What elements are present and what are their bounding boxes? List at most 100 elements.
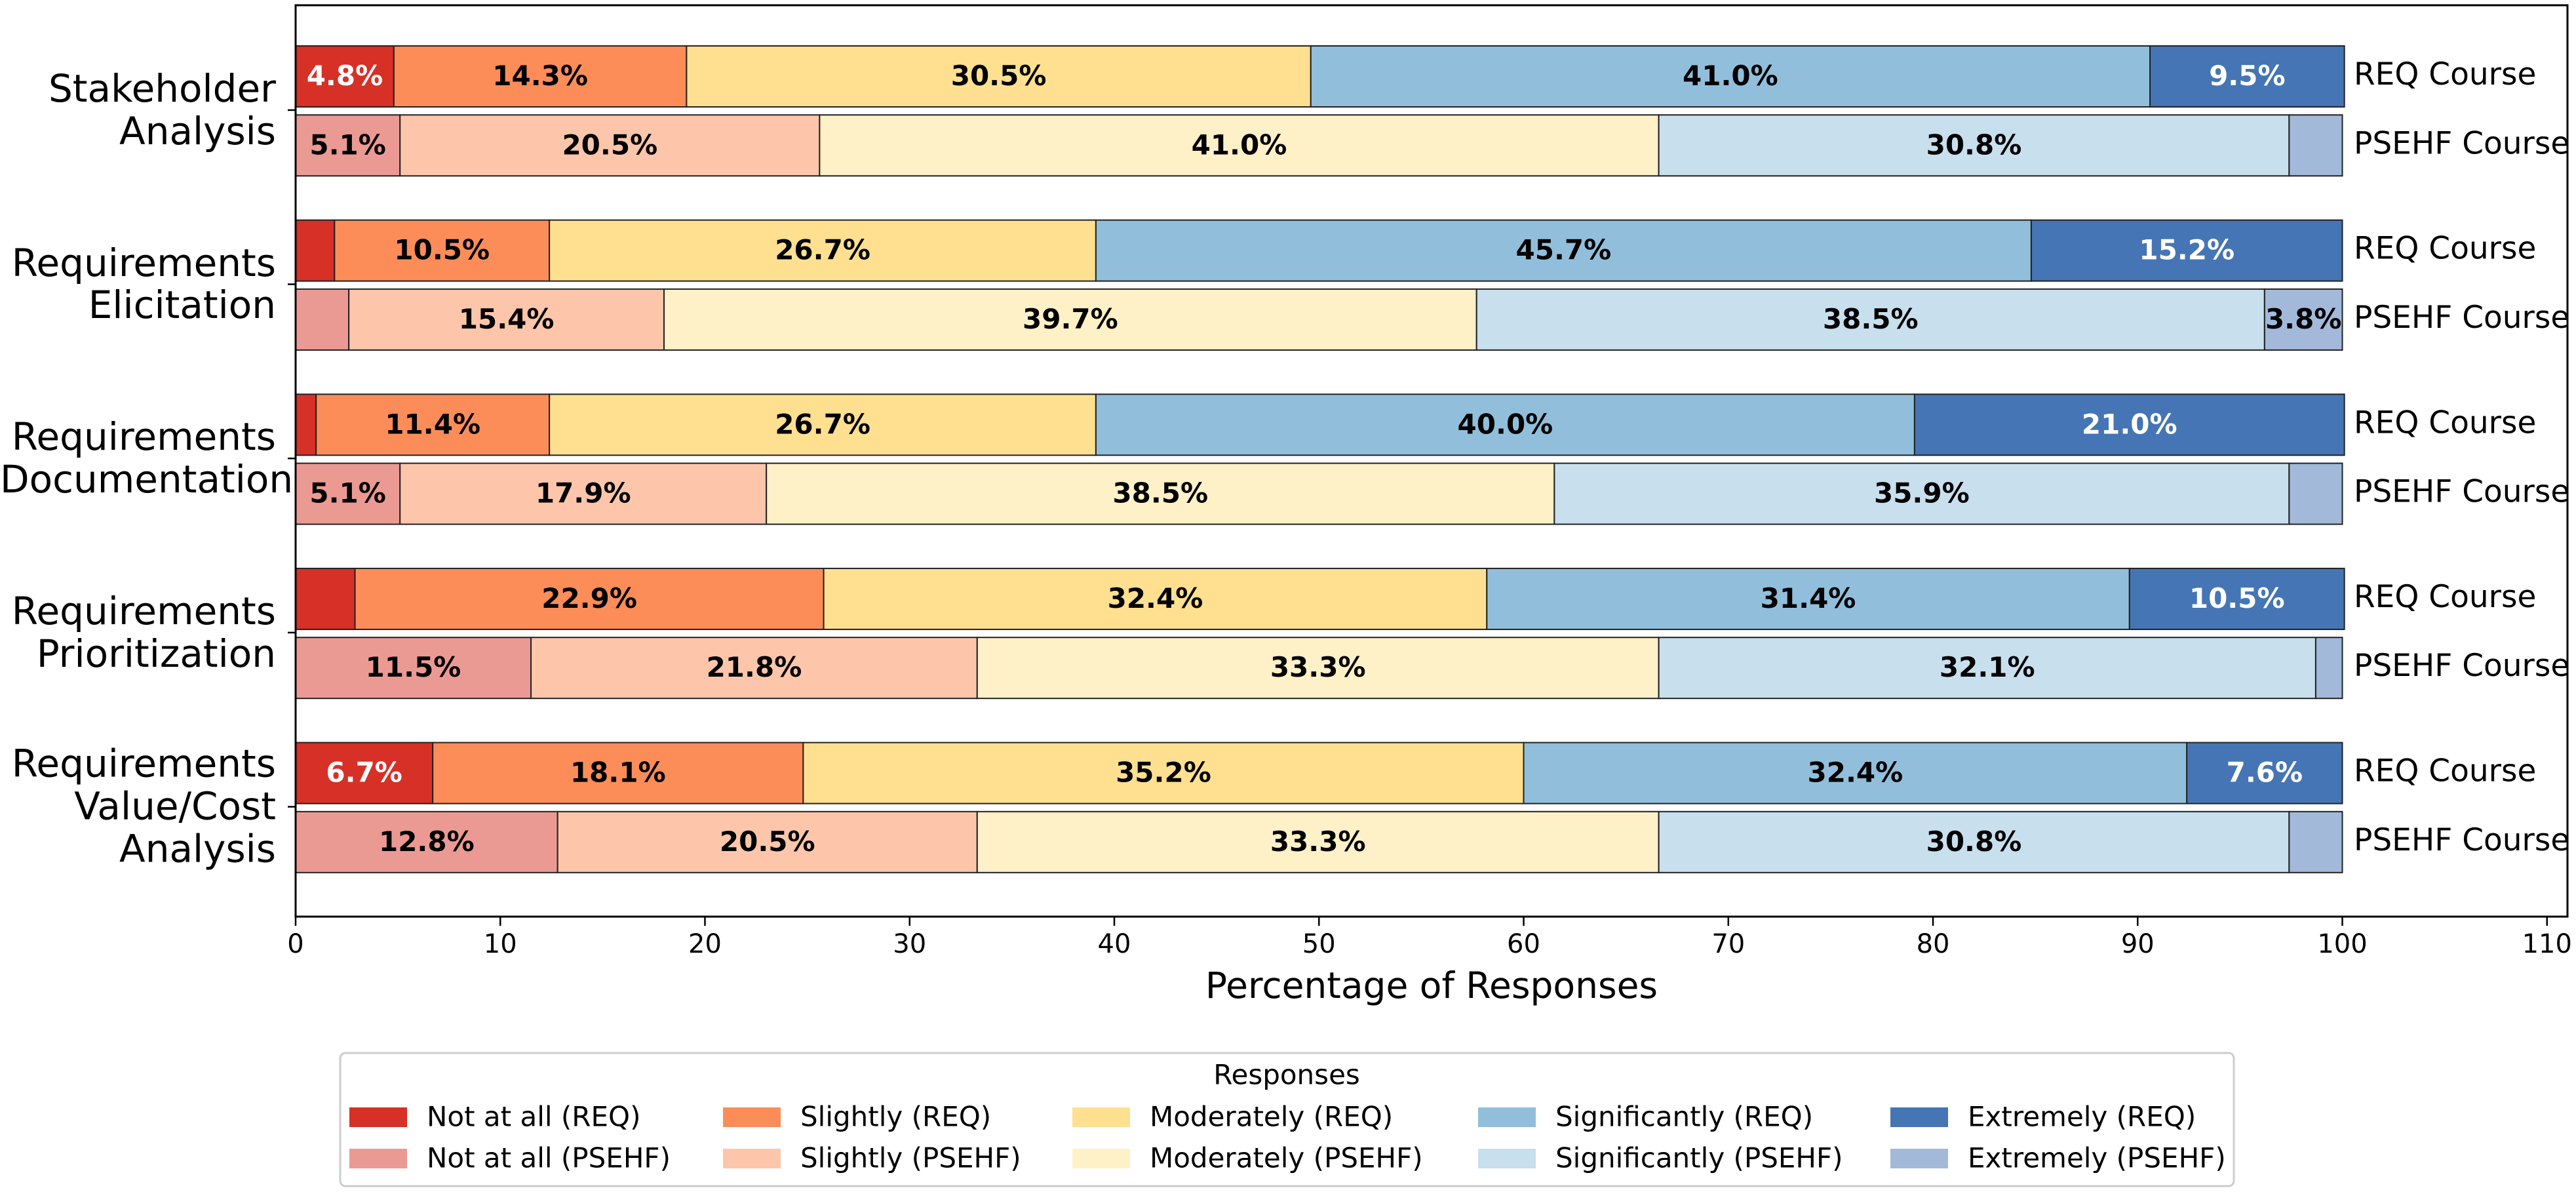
legend-swatch: [1072, 1107, 1130, 1127]
bar-label: 5.1%: [309, 129, 385, 161]
bar-label: 21.8%: [707, 651, 802, 683]
bar-segment: [295, 288, 350, 351]
bar-label: 38.5%: [1112, 477, 1208, 509]
row-label: PSEHF Course: [2354, 125, 2569, 161]
row-label: REQ Course: [2354, 579, 2536, 615]
bar-label: 6.7%: [326, 757, 402, 789]
bar-label: 5.1%: [309, 477, 385, 509]
bar-segment: [295, 219, 336, 282]
bar-label: 45.7%: [1516, 234, 1612, 266]
bar-segment: [686, 45, 1312, 108]
bar-label: 35.9%: [1874, 477, 1970, 509]
bar-label: 10.5%: [2189, 582, 2285, 614]
bar-label: 33.3%: [1270, 825, 1366, 858]
row-label: REQ Course: [2354, 753, 2536, 789]
bar-segment: [2149, 45, 2345, 108]
bar-segment: [802, 742, 1525, 805]
bar-label: 11.5%: [366, 651, 461, 683]
bar-segment: [334, 219, 551, 282]
bar-label: 21.0%: [2082, 408, 2177, 440]
bar-label: 10.5%: [394, 234, 490, 266]
bar-label: 9.5%: [2209, 60, 2285, 92]
bar-segment: [1095, 219, 2032, 282]
bar-segment: [295, 742, 434, 805]
bar-label: 17.9%: [536, 477, 631, 509]
bar-label: 40.0%: [1458, 408, 1553, 440]
bar-segment: [295, 45, 395, 108]
row-label: REQ Course: [2354, 231, 2536, 267]
bar-segment: [295, 810, 558, 873]
bar-label: 26.7%: [775, 408, 870, 440]
x-tick-label: 10: [484, 929, 517, 959]
bar-segment: [1658, 637, 2316, 700]
category-label: Requirements Documentation: [0, 414, 294, 502]
bar-label: 15.4%: [459, 303, 555, 335]
legend-label: Extremely (PSEHF): [1968, 1142, 2226, 1174]
bar-segment: [1913, 393, 2345, 456]
bar-segment: [315, 393, 551, 456]
legend-label: Slightly (PSEHF): [800, 1142, 1021, 1174]
legend-label: Moderately (PSEHF): [1150, 1142, 1423, 1174]
row-label: PSEHF Course: [2354, 474, 2569, 510]
bar-label: 4.8%: [307, 60, 383, 92]
legend-swatch: [1478, 1107, 1536, 1127]
legend-swatch: [1072, 1149, 1130, 1168]
bar-segment: [354, 567, 825, 630]
legend-box: [339, 1052, 2235, 1187]
bar-label: 3.8%: [2265, 303, 2341, 335]
bar-label: 20.5%: [720, 825, 815, 858]
bar-segment: [2186, 742, 2343, 805]
category-label: Requirements Value/Cost Analysis: [11, 742, 276, 871]
legend-label: Extremely (REQ): [1968, 1101, 2196, 1133]
bar-segment: [1475, 288, 2265, 351]
bar-segment: [432, 742, 804, 805]
bar-segment: [976, 810, 1660, 873]
bar-segment: [295, 462, 401, 525]
bar-segment: [1658, 114, 2290, 177]
bar-segment: [399, 462, 768, 525]
legend-swatch: [1890, 1149, 1948, 1168]
bar-label: 35.2%: [1116, 757, 1211, 789]
bar-segment: [1658, 810, 2290, 873]
bar-segment: [819, 114, 1660, 177]
bar-segment: [556, 810, 978, 873]
bar-label: 30.8%: [1926, 825, 2022, 858]
bar-segment: [2128, 567, 2345, 630]
bar-segment: [2263, 288, 2343, 351]
bar-segment: [1523, 742, 2188, 805]
bar-label: 7.6%: [2227, 757, 2303, 789]
legend-title: Responses: [1213, 1059, 1360, 1091]
legend-label: Not at all (PSEHF): [427, 1142, 671, 1174]
plot-frame: [294, 4, 2569, 918]
x-tick-label: 40: [1098, 929, 1131, 959]
legend-swatch: [349, 1149, 407, 1168]
legend-swatch: [723, 1107, 781, 1127]
legend-label: Slightly (REQ): [800, 1101, 991, 1133]
bar-segment: [549, 219, 1097, 282]
bar-segment: [2288, 810, 2343, 873]
legend-label: Not at all (REQ): [427, 1101, 640, 1133]
bar-segment: [1310, 45, 2151, 108]
x-tick-label: 60: [1507, 929, 1540, 959]
category-label: Stakeholder Analysis: [48, 66, 276, 153]
category-label: Requirements Prioritization: [11, 588, 276, 676]
bar-label: 32.4%: [1808, 757, 1903, 789]
bar-segment: [1095, 393, 1915, 456]
bar-label: 32.1%: [1940, 651, 2035, 683]
bar-label: 14.3%: [492, 60, 588, 92]
bar-label: 15.2%: [2139, 234, 2234, 266]
x-tick-label: 70: [1711, 929, 1745, 959]
bar-label: 12.8%: [379, 825, 475, 858]
bar-segment: [393, 45, 688, 108]
bar-segment: [2288, 114, 2343, 177]
x-tick-label: 30: [893, 929, 926, 959]
bar-segment: [348, 288, 665, 351]
bar-segment: [766, 462, 1555, 525]
x-tick-label: 100: [2317, 929, 2367, 959]
bar-segment: [295, 393, 317, 456]
x-axis-label: Percentage of Responses: [1205, 964, 1658, 1006]
legend-label: Moderately (REQ): [1150, 1101, 1393, 1133]
legend-swatch: [723, 1149, 781, 1168]
bar-label: 22.9%: [541, 582, 637, 614]
